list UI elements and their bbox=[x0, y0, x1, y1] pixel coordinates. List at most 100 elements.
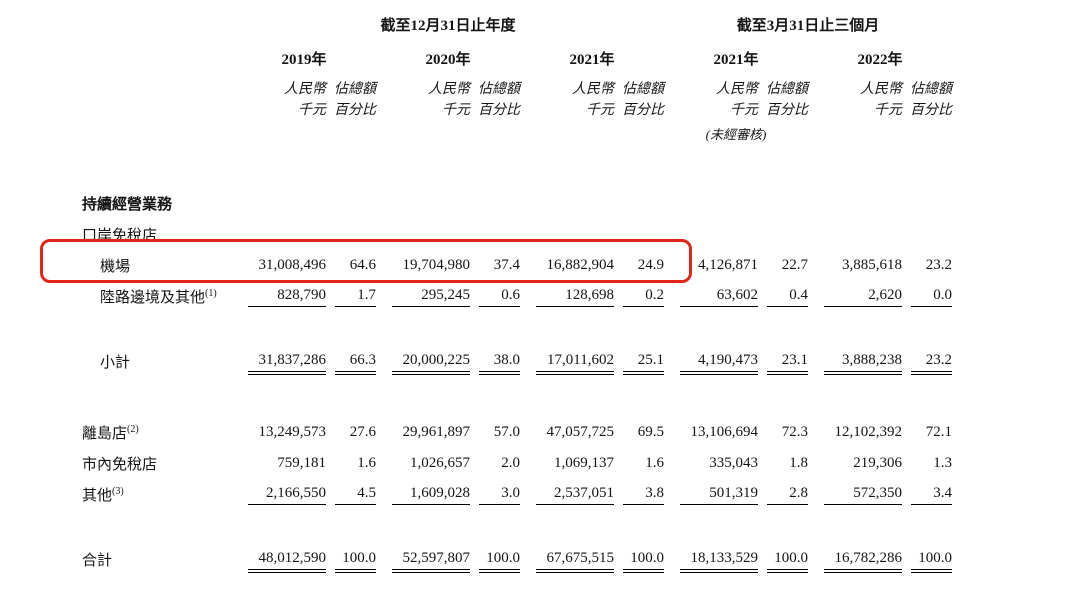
cell-value: 67,675,515 bbox=[536, 550, 614, 573]
amount-cell: 128,698 bbox=[520, 276, 614, 307]
amount-cell: 335,043 bbox=[664, 443, 758, 474]
percent-cell: 3.8 bbox=[614, 474, 664, 505]
amount-cell: 1,069,137 bbox=[520, 443, 614, 474]
amount-cell: 2,166,550 bbox=[232, 474, 326, 505]
percent-cell: 23.2 bbox=[902, 341, 952, 375]
percent-cell: 100.0 bbox=[902, 539, 952, 573]
cell-value: 23.1 bbox=[767, 352, 808, 375]
amount-cell: 16,782,286 bbox=[808, 539, 902, 573]
footnote-ref: (2) bbox=[127, 424, 139, 435]
table-row-7: 離島店(2) 13,249,573 27.6 29,961,897 57.0 47,057… bbox=[82, 412, 952, 443]
cell-value: 128,698 bbox=[536, 287, 614, 307]
percent-cell: 100.0 bbox=[470, 539, 520, 573]
unaudited-note-2 bbox=[520, 121, 664, 143]
percent-cell: 1.8 bbox=[758, 443, 808, 474]
cell-value: 1,026,657 bbox=[410, 455, 470, 471]
section-row: 持續經營業務 bbox=[82, 183, 952, 214]
cell-value: 72.1 bbox=[925, 424, 952, 440]
cell-value: 4.5 bbox=[335, 485, 376, 505]
cell-value: 4,190,473 bbox=[680, 352, 758, 375]
amount-column-header-0: 人民幣 千元 bbox=[284, 82, 326, 118]
cell-value: 22.7 bbox=[781, 257, 808, 273]
cell-value: 66.3 bbox=[335, 352, 376, 375]
percent-cell: 72.1 bbox=[902, 412, 952, 443]
percent-cell: 23.1 bbox=[758, 341, 808, 375]
cell-value: 2.8 bbox=[767, 485, 808, 505]
row-label: 其他(3) bbox=[82, 486, 124, 504]
cell-value: 17,011,602 bbox=[536, 352, 614, 375]
row-label: 合計 bbox=[82, 553, 113, 569]
amount-cell: 20,000,225 bbox=[376, 341, 470, 375]
percent-cell: 64.6 bbox=[326, 245, 376, 276]
amount-cell: 1,609,028 bbox=[376, 474, 470, 505]
amount-column-header-4: 人民幣 千元 bbox=[860, 82, 902, 118]
cell-value: 219,306 bbox=[853, 455, 902, 471]
row-label: 機場 bbox=[100, 259, 131, 275]
cell-value: 3.4 bbox=[911, 485, 952, 505]
cell-value: 1.6 bbox=[357, 455, 376, 471]
cell-value: 38.0 bbox=[479, 352, 520, 375]
percent-cell: 3.4 bbox=[902, 474, 952, 505]
footnote-ref: (1) bbox=[205, 288, 217, 299]
cell-value: 335,043 bbox=[709, 455, 758, 471]
cell-value: 2,620 bbox=[824, 287, 902, 307]
percent-cell: 57.0 bbox=[470, 412, 520, 443]
cell-value: 295,245 bbox=[392, 287, 470, 307]
subsection-row: 口岸免稅店 bbox=[82, 214, 952, 245]
table-row-11: 合計 48,012,590 100.0 52,597,807 100.0 67,675,5… bbox=[82, 539, 952, 573]
cell-value: 25.1 bbox=[623, 352, 664, 375]
cell-value: 0.6 bbox=[479, 287, 520, 307]
percent-cell: 69.5 bbox=[614, 412, 664, 443]
amount-cell: 3,888,238 bbox=[808, 341, 902, 375]
table-row-5: 小計 31,837,286 66.3 20,000,225 38.0 17,011,602… bbox=[82, 341, 952, 375]
footnote-ref: (3) bbox=[112, 486, 124, 497]
amount-cell: 2,537,051 bbox=[520, 474, 614, 505]
row-label: 陸路邊境及其他(1) bbox=[100, 288, 217, 306]
spacer-cell bbox=[82, 372, 952, 412]
revenue-breakdown-table: 截至12月31日止年度 截至3月31日止三個月 2019年 2020年 2021年 2… bbox=[82, 14, 952, 573]
cell-value: 23.2 bbox=[911, 352, 952, 375]
table-row-3: 陸路邊境及其他(1) 828,790 1.7 295,245 0.6 128,698 0.2… bbox=[82, 276, 952, 307]
amount-cell: 16,882,904 bbox=[520, 245, 615, 276]
percent-cell: 66.3 bbox=[326, 341, 376, 375]
amount-column-header-3: 人民幣 千元 bbox=[716, 82, 758, 118]
cell-value: 37.4 bbox=[493, 257, 520, 273]
cell-value: 100.0 bbox=[623, 550, 664, 573]
cell-value: 72.3 bbox=[781, 424, 808, 440]
percent-cell: 0.4 bbox=[758, 276, 808, 307]
amount-column-header-2: 人民幣 千元 bbox=[572, 82, 614, 118]
amount-cell: 501,319 bbox=[664, 474, 758, 505]
cell-value: 2,537,051 bbox=[536, 485, 614, 505]
percent-cell: 1.7 bbox=[326, 276, 376, 307]
cell-value: 100.0 bbox=[479, 550, 520, 573]
spacer-row bbox=[82, 307, 952, 341]
amount-cell: 52,597,807 bbox=[376, 539, 470, 573]
percent-cell: 25.1 bbox=[614, 341, 664, 375]
cell-value: 12,102,392 bbox=[834, 424, 903, 440]
spacer-row bbox=[82, 143, 952, 183]
cell-value: 31,837,286 bbox=[248, 352, 326, 375]
amount-cell: 31,837,286 bbox=[232, 341, 326, 375]
cell-value: 3.0 bbox=[479, 485, 520, 505]
percent-cell: 1.6 bbox=[326, 443, 376, 474]
cell-value: 572,350 bbox=[824, 485, 902, 505]
cell-value: 1.7 bbox=[335, 287, 376, 307]
cell-value: 16,882,904 bbox=[546, 257, 615, 273]
percent-cell: 3.0 bbox=[470, 474, 520, 505]
percent-cell: 72.3 bbox=[758, 412, 808, 443]
percent-column-header-2: 佔總額 百分比 bbox=[622, 82, 664, 118]
cell-value: 69.5 bbox=[637, 424, 664, 440]
cell-value: 18,133,529 bbox=[680, 550, 758, 573]
amount-cell: 828,790 bbox=[232, 276, 326, 307]
percent-cell: 100.0 bbox=[758, 539, 808, 573]
cell-value: 4,126,871 bbox=[698, 257, 758, 273]
cell-value: 19,704,980 bbox=[402, 257, 471, 273]
percent-cell: 1.3 bbox=[902, 443, 952, 474]
cell-value: 501,319 bbox=[680, 485, 758, 505]
group-header-row: 截至12月31日止年度 截至3月31日止三個月 bbox=[82, 14, 952, 44]
cell-value: 2,166,550 bbox=[248, 485, 326, 505]
row-label: 市內免稅店 bbox=[82, 457, 158, 473]
cell-value: 47,057,725 bbox=[546, 424, 615, 440]
percent-column-header-0: 佔總額 百分比 bbox=[334, 82, 376, 118]
